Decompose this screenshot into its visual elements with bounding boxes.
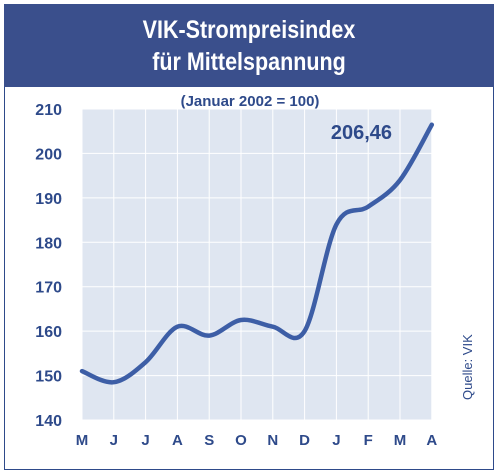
x-tick-label: S: [204, 432, 214, 449]
x-tick-label: N: [267, 432, 278, 449]
y-tick-label: 160: [35, 324, 62, 341]
x-tick-label: M: [394, 432, 407, 449]
x-tick-label: A: [426, 432, 437, 449]
y-tick-label: 140: [35, 413, 62, 430]
y-tick-label: 150: [35, 369, 62, 386]
y-tick-label: 200: [35, 146, 62, 163]
chart-subtitle: (Januar 2002 = 100): [180, 93, 320, 110]
series-line: [79, 122, 435, 385]
y-tick-label: 180: [35, 235, 62, 252]
chart-title-line-2: für Mittelspannung: [152, 48, 346, 76]
y-tick-label: 170: [35, 280, 62, 297]
y-axis-labels: 140 150 160 170 180 190 200 210: [35, 102, 62, 430]
x-tick-label: J: [110, 432, 118, 449]
x-tick-label: F: [364, 432, 373, 449]
x-tick-label: M: [76, 432, 89, 449]
y-tick-label: 210: [35, 102, 62, 119]
title-banner: VIK-Strompreisindex für Mittelspannung: [4, 4, 494, 87]
y-tick-label: 190: [35, 191, 62, 208]
x-tick-label: D: [299, 432, 310, 449]
source-note: Quelle: VIK: [460, 334, 475, 400]
x-tick-label: J: [332, 432, 340, 449]
x-tick-label: J: [141, 432, 149, 449]
gridlines: [81, 108, 433, 421]
x-tick-label: A: [172, 432, 183, 449]
last-value-label: 206,46: [331, 122, 392, 144]
x-tick-label: O: [235, 432, 247, 449]
chart-title-line-1: VIK-Strompreisindex: [142, 16, 356, 44]
